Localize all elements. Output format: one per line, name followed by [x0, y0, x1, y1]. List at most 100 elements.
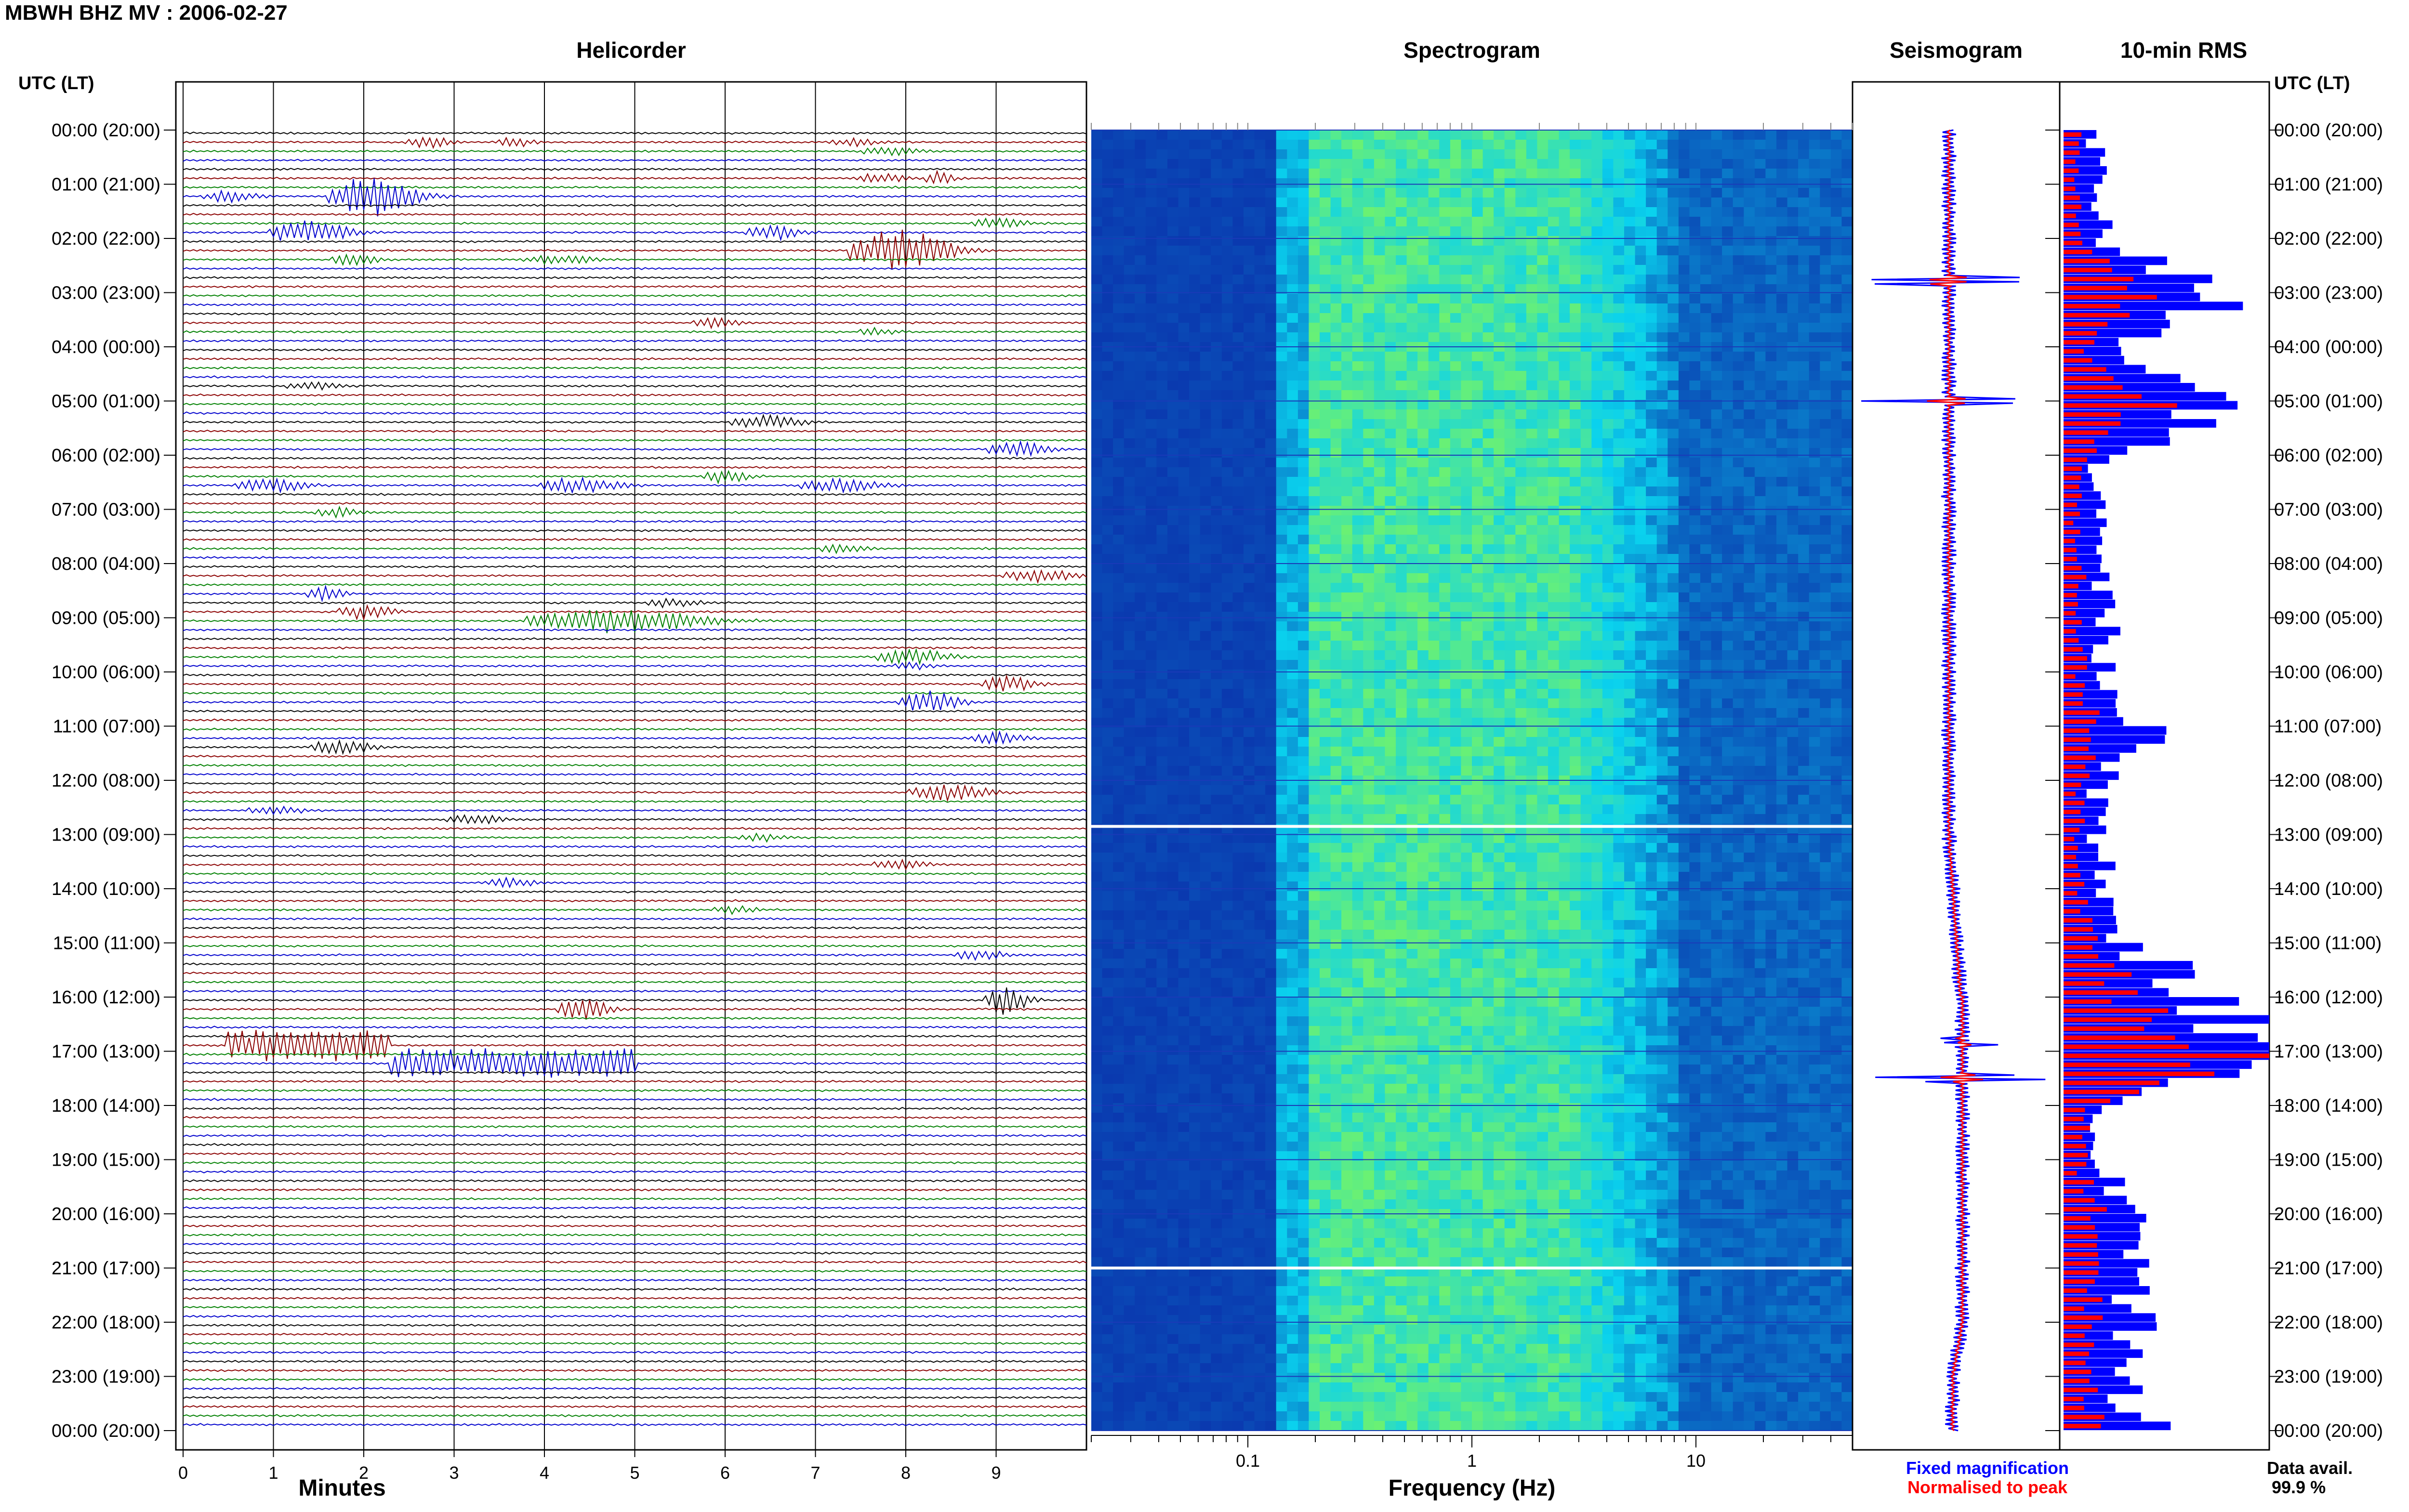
spectrogram-cell — [1287, 564, 1298, 574]
spectrogram-cell — [1504, 641, 1516, 651]
spectrogram-cell — [1570, 795, 1581, 805]
spectrogram-cell — [1602, 525, 1614, 535]
spectrogram-cell — [1776, 602, 1788, 612]
spectrogram-cell — [1733, 795, 1745, 805]
spectrogram-cell — [1472, 323, 1483, 333]
spectrogram-cell — [1385, 448, 1396, 458]
spectrogram-cell — [1841, 323, 1853, 333]
spectrogram-cell — [1200, 486, 1212, 497]
spectrogram-cell — [1635, 265, 1646, 275]
spectrogram-cell — [1602, 641, 1614, 651]
spectrogram-cell — [1309, 477, 1320, 487]
spectrogram-cell — [1232, 660, 1244, 670]
spectrogram-cell — [1297, 679, 1310, 689]
spectrogram-cell — [1635, 785, 1646, 795]
spectrogram-cell — [1330, 323, 1342, 333]
spectrogram-cell — [1570, 178, 1581, 188]
spectrogram-cell — [1744, 140, 1755, 150]
spectrogram-cell — [1733, 727, 1745, 737]
spectrogram-cell — [1406, 255, 1418, 265]
spectrogram-cell — [1580, 130, 1592, 140]
spectrogram-cell — [1820, 149, 1831, 159]
spectrogram-cell — [1744, 390, 1755, 400]
spectrogram-cell — [1113, 169, 1125, 179]
spectrogram-cell — [1570, 496, 1581, 506]
spectrogram-cell — [1602, 554, 1614, 564]
spectrogram-cell — [1494, 679, 1505, 689]
spectrogram-cell — [1091, 795, 1103, 805]
spectrogram-cell — [1287, 477, 1298, 487]
spectrogram-cell — [1211, 217, 1222, 227]
figure-title: MBWH BHZ MV : 2006-02-27 — [5, 1, 288, 25]
spectrogram-cell — [1221, 612, 1233, 622]
spectrogram-cell — [1461, 660, 1472, 670]
spectrogram-cell — [1776, 544, 1788, 554]
spectrogram-cell — [1744, 381, 1755, 391]
spectrogram-cell — [1504, 467, 1516, 477]
spectrogram-cell — [1287, 169, 1298, 179]
spectrogram-cell — [1537, 535, 1549, 545]
spectrogram-cell — [1374, 496, 1386, 506]
spectrogram-cell — [1744, 149, 1755, 159]
spectrogram-cell — [1744, 275, 1755, 285]
spectrogram-cell — [1124, 486, 1136, 497]
spectrogram-cell — [1591, 670, 1603, 680]
spectrogram-cell — [1646, 756, 1657, 766]
spectrogram-cell — [1287, 381, 1298, 391]
spectrogram-cell — [1232, 246, 1244, 256]
spectrogram-cell — [1287, 535, 1298, 545]
spectrogram-cell — [1450, 573, 1462, 583]
spectrogram-cell — [1678, 612, 1690, 622]
spectrogram-cell — [1809, 275, 1821, 285]
spectrogram-cell — [1135, 255, 1146, 265]
spectrogram-cell — [1689, 573, 1701, 583]
spectrogram-cell — [1515, 660, 1527, 670]
spectrogram-cell — [1591, 236, 1603, 246]
spectrogram-cell — [1320, 621, 1331, 631]
spectrogram-cell — [1656, 371, 1668, 381]
spectrogram-cell — [1091, 477, 1103, 487]
spectrogram-cell — [1841, 149, 1853, 159]
spectrogram-cell — [1461, 226, 1472, 237]
spectrogram-cell — [1689, 332, 1701, 342]
spectrogram-cell — [1841, 361, 1853, 371]
spectrogram-cell — [1254, 419, 1266, 429]
spectrogram-cell — [1385, 727, 1396, 737]
spectrogram-cell — [1221, 390, 1233, 400]
spectrogram-cell — [1711, 525, 1722, 535]
spectrogram-cell — [1646, 592, 1657, 603]
spectrogram-cell — [1635, 650, 1646, 660]
spectrogram-cell — [1798, 381, 1810, 391]
spectrogram-cell — [1276, 467, 1288, 477]
spectrogram-cell — [1635, 438, 1646, 448]
spectrogram-cell — [1798, 477, 1810, 487]
spectrogram-cell — [1091, 448, 1103, 458]
spectrogram-cell — [1330, 621, 1342, 631]
spectrogram-cell — [1091, 496, 1103, 506]
spectrogram-cell — [1624, 361, 1636, 371]
spectrogram-cell — [1722, 332, 1734, 342]
spectrogram-cell — [1265, 477, 1277, 487]
spectrogram-cell — [1722, 631, 1734, 641]
spectrogram-cell — [1221, 188, 1233, 198]
spectrogram-cell — [1200, 621, 1212, 631]
spectrogram-cell — [1689, 477, 1701, 487]
spectrogram-cell — [1700, 361, 1712, 371]
spectrogram-cell — [1591, 641, 1603, 651]
spectrogram-cell — [1145, 727, 1157, 737]
spectrogram-cell — [1330, 458, 1342, 468]
spectrogram-cell — [1330, 650, 1342, 660]
spectrogram-cell — [1668, 737, 1679, 747]
spectrogram-cell — [1494, 246, 1505, 256]
spectrogram-cell — [1559, 130, 1570, 140]
spectrogram-cell — [1276, 419, 1288, 429]
spectrogram-cell — [1297, 718, 1310, 728]
spectrogram-cell — [1733, 255, 1745, 265]
spectrogram-cell — [1711, 255, 1722, 265]
spectrogram-cell — [1798, 275, 1810, 285]
spectrogram-cell — [1635, 727, 1646, 737]
spectrogram-cell — [1439, 573, 1451, 583]
spectrogram-cell — [1374, 544, 1386, 554]
spectrogram-cell — [1711, 390, 1722, 400]
spectrogram-cell — [1428, 390, 1440, 400]
